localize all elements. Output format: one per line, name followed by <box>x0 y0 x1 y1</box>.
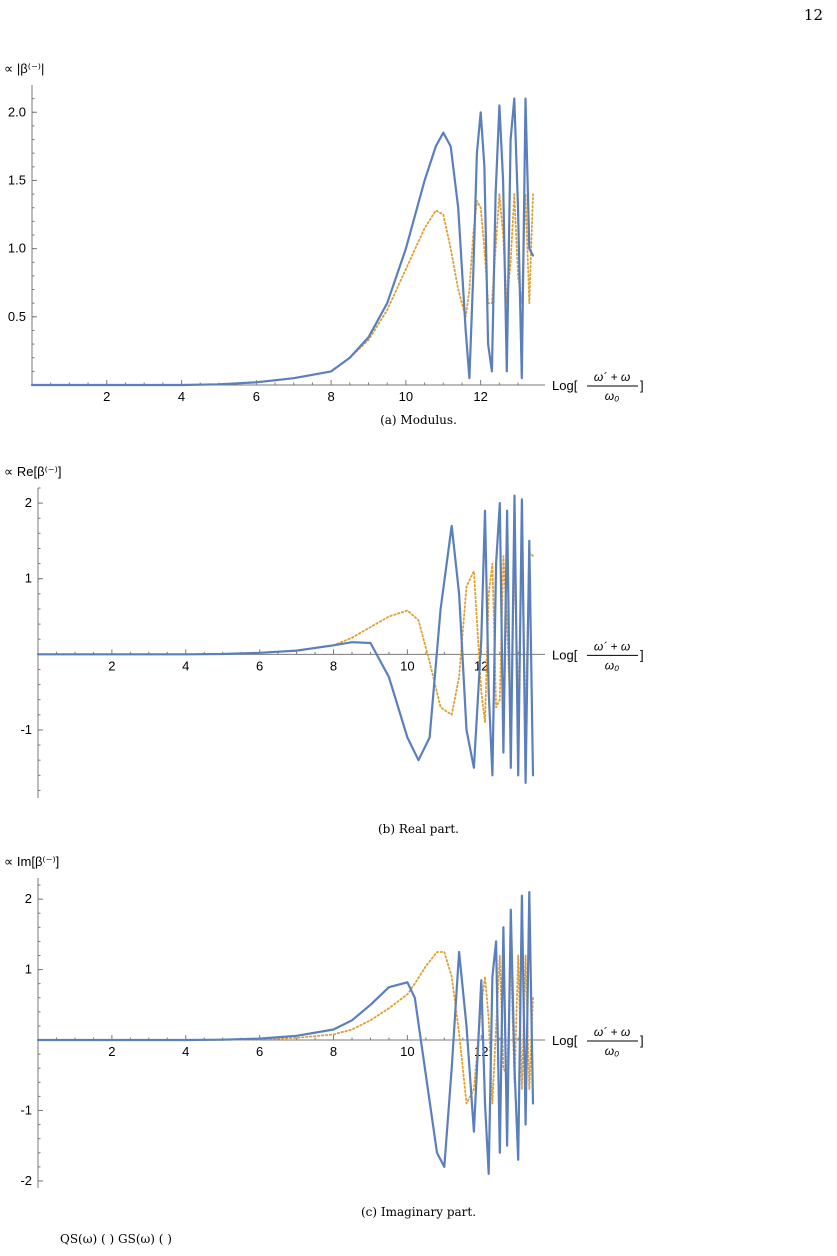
x-label-denominator: ω₀ <box>605 658 619 672</box>
x-axis-label: Log[ ω´ + ω ω₀] <box>552 639 644 672</box>
x-tick-label: 10 <box>400 1044 414 1059</box>
y-tick-label: 1 <box>25 962 32 977</box>
y-axis-label: ∝ Im[β⁽⁻⁾] <box>4 854 59 869</box>
x-label-denominator: ω₀ <box>605 389 619 403</box>
x-tick-label: 2 <box>103 389 110 404</box>
series-dotted-line <box>37 551 534 731</box>
x-tick-label: 2 <box>108 658 115 673</box>
x-tick-label: 2 <box>108 1044 115 1059</box>
footer-text: QS(ω) ( ) GS(ω) ( ) <box>60 1232 172 1246</box>
x-tick-label: 8 <box>327 389 334 404</box>
x-label-numerator: ω´ + ω <box>594 370 630 384</box>
x-tick-label: 10 <box>400 658 414 673</box>
x-label-numerator: ω´ + ω <box>594 1025 630 1039</box>
y-axis-label: ∝ Re[β⁽⁻⁾] <box>4 464 61 479</box>
caption-modulus: (a) Modulus. <box>380 413 457 427</box>
x-tick-label: 6 <box>253 389 260 404</box>
x-axis-label: Log[ ω´ + ω ω₀] <box>552 370 644 403</box>
x-tick-label: 4 <box>178 389 185 404</box>
y-tick-label: 2 <box>25 495 32 510</box>
x-label-suffix: ] <box>640 647 644 662</box>
y-tick-label: 1 <box>25 571 32 586</box>
chart-modulus: ∝ |β⁽⁻⁾| 2 4 6 8 10 12 0.5 1.0 1.5 2.0 Log[ ω´ + ω ω₀… <box>4 61 644 404</box>
y-tick-label: 1.0 <box>8 241 26 256</box>
x-tick-label: 8 <box>330 658 337 673</box>
x-tick-label: 6 <box>256 1044 263 1059</box>
x-label-prefix: Log[ <box>552 647 578 662</box>
y-tick-label: 0.5 <box>8 309 26 324</box>
y-tick-label: 2 <box>25 891 32 906</box>
x-label-suffix: ] <box>640 1033 644 1048</box>
x-label-numerator: ω´ + ω <box>594 639 630 653</box>
caption-imaginary-part: (c) Imaginary part. <box>360 1205 477 1219</box>
x-label-prefix: Log[ <box>552 1033 578 1048</box>
x-label-denominator: ω₀ <box>605 1044 619 1058</box>
y-tick-label: -1 <box>20 1103 32 1118</box>
x-label-suffix: ] <box>640 378 644 393</box>
series-solid-line <box>36 890 535 1175</box>
y-tick-label: -1 <box>20 722 32 737</box>
x-axis-label: Log[ ω´ + ω ω₀] <box>552 1025 644 1058</box>
y-tick-label: 2.0 <box>8 104 26 119</box>
x-tick-label: 12 <box>473 389 487 404</box>
y-tick-label: -2 <box>20 1173 32 1188</box>
x-tick-label: 10 <box>399 389 413 404</box>
series-dotted-line <box>31 193 534 386</box>
x-tick-label: 4 <box>182 1044 189 1059</box>
x-tick-label: 8 <box>330 1044 337 1059</box>
series-solid-line <box>30 97 535 387</box>
page-number: 12 <box>803 6 823 24</box>
y-axis-label: ∝ |β⁽⁻⁾| <box>4 61 44 76</box>
y-tick-label: 1.5 <box>8 172 26 187</box>
x-tick-label: 4 <box>182 658 189 673</box>
caption-real-part: (b) Real part. <box>377 822 459 836</box>
x-tick-label: 6 <box>256 658 263 673</box>
series-solid-line <box>36 494 535 784</box>
x-label-prefix: Log[ <box>552 378 578 393</box>
x-tick-label: 12 <box>474 658 488 673</box>
